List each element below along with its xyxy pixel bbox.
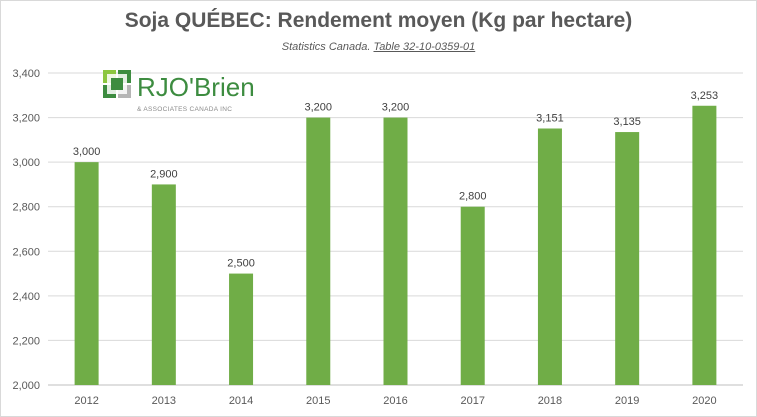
- y-tick-label: 2,800: [12, 202, 40, 214]
- logo-mark-icon: [103, 70, 131, 98]
- x-tick-label: 2015: [306, 395, 330, 407]
- data-label: 3,253: [691, 90, 719, 102]
- x-tick-label: 2016: [383, 395, 407, 407]
- chart-title: Soja QUÉBEC: Rendement moyen (Kg par hec…: [124, 9, 633, 32]
- y-tick-label: 2,200: [12, 335, 40, 347]
- data-label: 3,135: [613, 116, 641, 128]
- y-tick-label: 3,000: [12, 157, 40, 169]
- bar: [383, 117, 408, 386]
- bar: [229, 273, 254, 385]
- y-tick-label: 3,200: [12, 113, 40, 125]
- data-label: 2,800: [459, 191, 487, 203]
- y-tick-label: 2,000: [12, 380, 40, 392]
- bar: [460, 206, 485, 385]
- subtitle-table-link[interactable]: Table 32-10-0359-01: [373, 41, 476, 53]
- data-label: 3,151: [536, 112, 564, 124]
- data-label: 2,500: [227, 258, 255, 270]
- logo-tagline: & ASSOCIATES CANADA INC: [137, 106, 233, 113]
- x-tick-label: 2017: [460, 395, 484, 407]
- x-tick-label: 2019: [615, 395, 639, 407]
- data-label: 2,900: [150, 168, 178, 180]
- data-label: 3,200: [382, 102, 410, 114]
- x-tick-label: 2014: [229, 395, 253, 407]
- chart-subtitle: Statistics Canada. Table 32-10-0359-01: [0, 41, 757, 53]
- bar: [692, 105, 717, 385]
- company-logo: RJO'Brien & ASSOCIATES CANADA INC: [103, 70, 263, 120]
- logo-wordmark: RJO'Brien: [137, 72, 255, 102]
- x-tick-label: 2020: [692, 395, 716, 407]
- subtitle-source: Statistics Canada.: [281, 41, 374, 53]
- y-tick-label: 2,600: [12, 246, 40, 258]
- x-tick-label: 2012: [74, 395, 98, 407]
- x-tick-label: 2018: [538, 395, 562, 407]
- data-label: 3,200: [305, 102, 333, 114]
- x-tick-label: 2013: [152, 395, 176, 407]
- bar: [306, 117, 331, 386]
- data-label: 3,000: [73, 146, 101, 158]
- bar: [151, 184, 176, 385]
- y-tick-label: 2,400: [12, 291, 40, 303]
- bar: [74, 162, 99, 385]
- bar: [537, 128, 562, 385]
- y-tick-label: 3,400: [12, 68, 40, 80]
- bar: [615, 132, 640, 385]
